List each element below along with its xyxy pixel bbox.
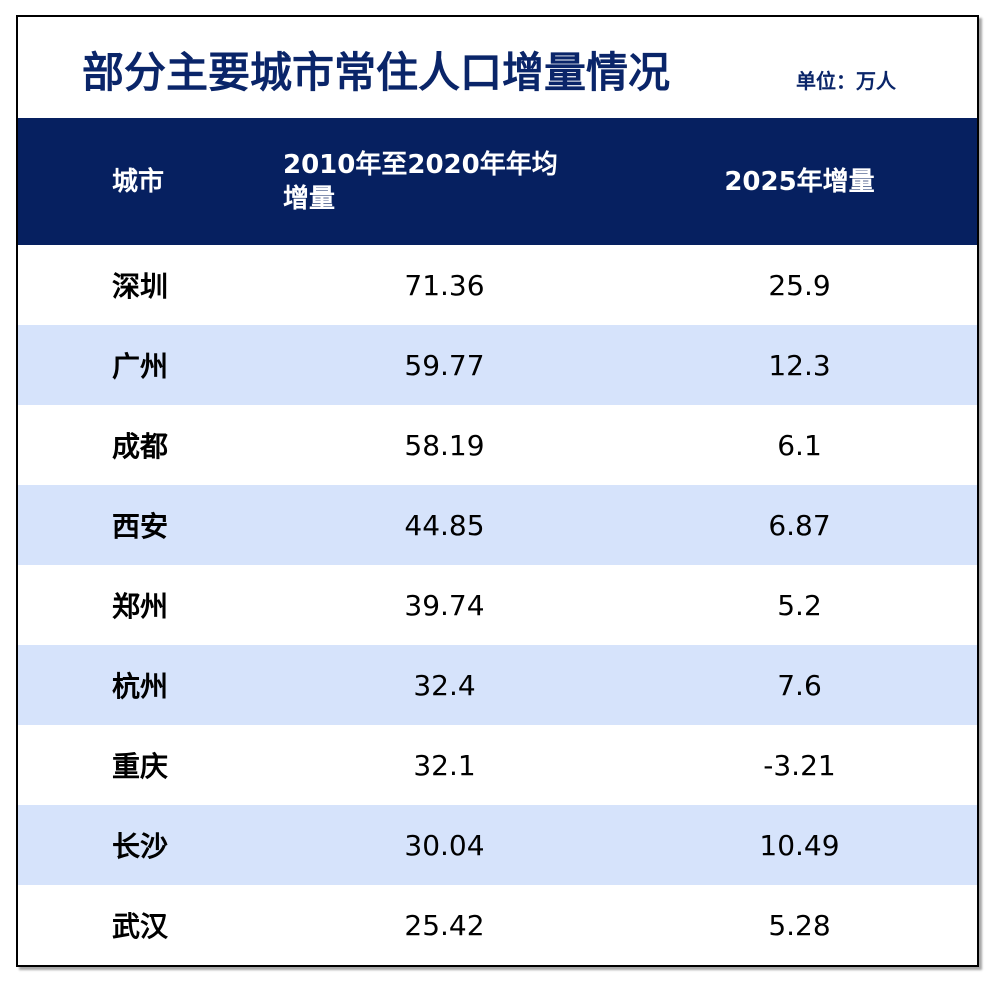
cell-city: 郑州 [112,590,169,623]
cell-city: 深圳 [112,270,169,303]
cell-avg-increase: 25.42 [404,908,485,942]
table-card: 部分主要城市常住人口增量情况 单位：万人 城市 2010年至2020年年均增量 … [16,15,979,967]
table-row: 郑州 39.74 5.2 [18,565,977,645]
table-header: 城市 2010年至2020年年均增量 2025年增量 [18,118,977,245]
cell-avg-increase: 30.04 [404,828,485,862]
cell-avg-increase: 32.1 [413,748,476,782]
cell-city: 成都 [112,430,169,463]
table-body: 深圳 71.36 25.9 广州 59.77 12.3 成都 58.19 6.1… [18,245,977,965]
cell-avg-increase: 44.85 [404,508,485,542]
cell-2025-increase: 7.6 [777,668,822,702]
cell-2025-increase: 6.87 [768,508,831,542]
header-row: 城市 2010年至2020年年均增量 2025年增量 [18,118,977,245]
table-row: 武汉 25.42 5.28 [18,885,977,965]
table-row: 杭州 32.4 7.6 [18,645,977,725]
table-row: 广州 59.77 12.3 [18,325,977,405]
cell-2025-increase: 12.3 [768,348,831,382]
cell-2025-increase: 25.9 [768,268,831,302]
title-bar: 部分主要城市常住人口增量情况 单位：万人 [18,17,977,118]
table-row: 西安 44.85 6.87 [18,485,977,565]
cell-avg-increase: 58.19 [404,428,485,462]
page-title: 部分主要城市常住人口增量情况 [82,48,671,97]
cell-2025-increase: 5.28 [768,908,831,942]
population-table: 城市 2010年至2020年年均增量 2025年增量 深圳 71.36 25.9… [18,118,977,965]
cell-city: 重庆 [112,750,169,783]
cell-city: 长沙 [112,830,169,863]
table-row: 深圳 71.36 25.9 [18,245,977,325]
table-row: 长沙 30.04 10.49 [18,805,977,885]
cell-city: 武汉 [112,910,169,943]
cell-avg-increase: 71.36 [404,268,485,302]
table-row: 重庆 32.1 -3.21 [18,725,977,805]
table-row: 成都 58.19 6.1 [18,405,977,485]
column-header-city: 城市 [112,166,165,197]
cell-2025-increase: 6.1 [777,428,822,462]
cell-city: 广州 [112,350,169,383]
cell-2025-increase: 5.2 [777,588,822,622]
cell-avg-increase: 59.77 [404,348,485,382]
cell-city: 杭州 [112,670,169,703]
cell-avg-increase: 39.74 [404,588,485,622]
cell-city: 西安 [112,510,169,543]
cell-2025-increase: -3.21 [763,748,836,782]
unit-label: 单位：万人 [796,69,896,93]
column-header-2025-increase: 2025年增量 [724,166,875,197]
column-header-avg-increase: 2010年至2020年年均增量 [283,149,558,214]
cell-2025-increase: 10.49 [759,828,840,862]
cell-avg-increase: 32.4 [413,668,476,702]
